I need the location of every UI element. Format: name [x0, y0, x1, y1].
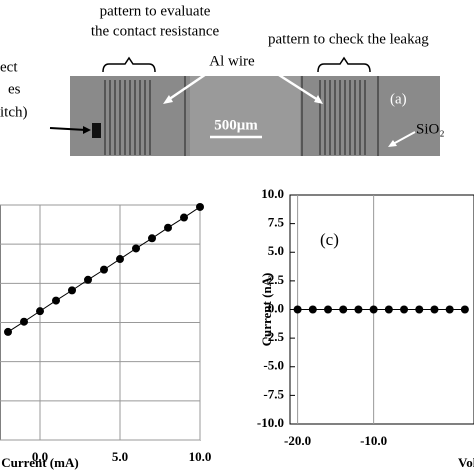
- y-tick-label: -7.5: [263, 386, 284, 401]
- photo-label: SiO₂: [416, 121, 445, 137]
- data-point: [20, 317, 28, 326]
- photo-label: es: [8, 81, 21, 97]
- y-tick-label: 2.5: [268, 272, 285, 287]
- x-tick-label: 5.0: [112, 449, 128, 464]
- data-point: [4, 327, 12, 336]
- data-point: [400, 305, 409, 314]
- x-tick-label: 0.0: [32, 449, 48, 464]
- data-point: [132, 244, 140, 253]
- data-point: [430, 305, 439, 314]
- data-point: [36, 307, 44, 316]
- data-point: [116, 255, 124, 264]
- data-point: [196, 202, 204, 211]
- y-tick-label: -2.5: [263, 329, 284, 344]
- photo-label: itch): [0, 104, 28, 120]
- data-point: [369, 305, 378, 314]
- data-point: [308, 305, 317, 314]
- y-tick-label: -10.0: [257, 415, 284, 430]
- photo-label: ect: [0, 59, 18, 75]
- y-tick-label: 0.0: [268, 300, 284, 315]
- data-point: [148, 234, 156, 243]
- x-tick-label: -10.0: [360, 433, 387, 448]
- micrograph: [49, 56, 440, 156]
- data-point: [324, 305, 333, 314]
- data-point: [68, 286, 76, 295]
- y-axis-label: Current (nA): [259, 273, 274, 347]
- y-tick-label: -5.0: [263, 358, 284, 373]
- photo-label: the contact resistance: [91, 23, 220, 39]
- data-point: [354, 305, 363, 314]
- photo-label: pattern to check the leakag: [268, 31, 429, 47]
- photo-label: Al wire: [209, 53, 255, 69]
- photo-label: (a): [390, 91, 407, 107]
- data-point: [84, 275, 92, 284]
- scale-label: 500μm: [214, 117, 258, 133]
- y-tick-label: 5.0: [268, 243, 284, 258]
- data-point: [415, 305, 424, 314]
- data-point: [460, 305, 469, 314]
- data-point: [164, 223, 172, 232]
- data-point: [339, 305, 348, 314]
- data-point: [180, 213, 188, 222]
- x-axis-label: Current (mA): [1, 455, 78, 470]
- x-tick-label: 10.0: [189, 449, 212, 464]
- data-point: [384, 305, 393, 314]
- x-tick-label: -20.0: [284, 433, 311, 448]
- data-point: [100, 265, 108, 274]
- data-point: [52, 296, 60, 305]
- photo-label: pattern to evaluate: [100, 3, 211, 19]
- x-axis-label: Volt: [458, 455, 474, 470]
- data-point: [445, 305, 454, 314]
- y-tick-label: 10.0: [261, 186, 284, 201]
- data-point: [293, 305, 302, 314]
- panel-label: (c): [320, 230, 339, 249]
- y-tick-label: 7.5: [268, 215, 285, 230]
